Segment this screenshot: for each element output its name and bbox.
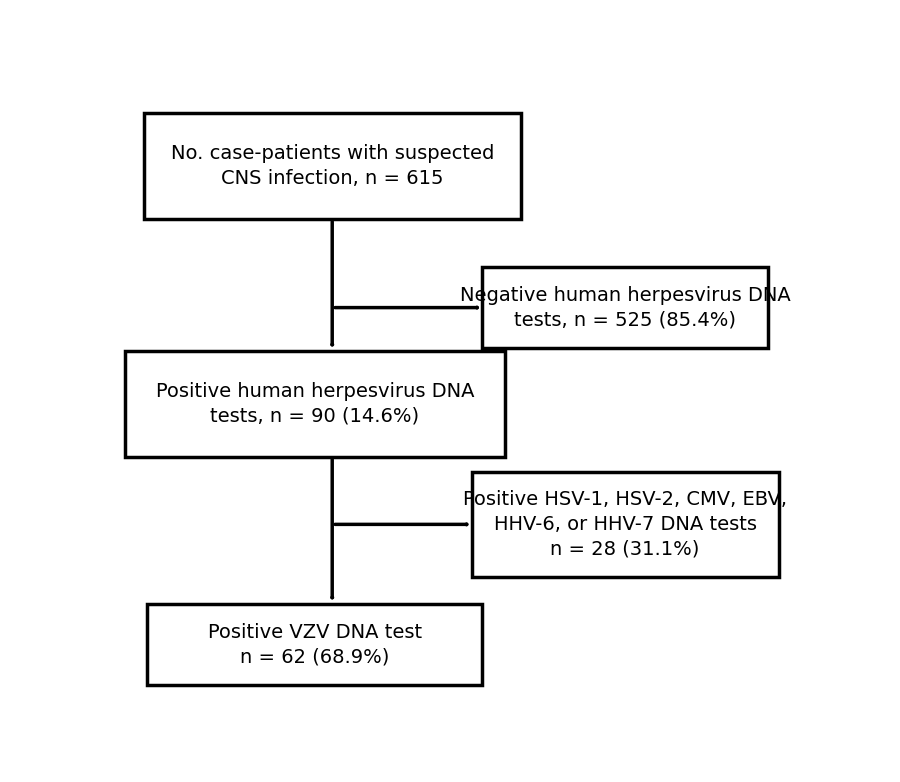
Text: No. case-patients with suspected
CNS infection, n = 615: No. case-patients with suspected CNS inf… <box>170 144 494 188</box>
Text: Positive human herpesvirus DNA
tests, n = 90 (14.6%): Positive human herpesvirus DNA tests, n … <box>156 382 474 426</box>
Text: Positive HSV-1, HSV-2, CMV, EBV,
HHV-6, or HHV-7 DNA tests
n = 28 (31.1%): Positive HSV-1, HSV-2, CMV, EBV, HHV-6, … <box>464 490 788 559</box>
FancyBboxPatch shape <box>125 351 505 457</box>
FancyBboxPatch shape <box>472 472 778 577</box>
FancyBboxPatch shape <box>482 267 768 348</box>
Text: Positive VZV DNA test
n = 62 (68.9%): Positive VZV DNA test n = 62 (68.9%) <box>208 622 422 667</box>
FancyBboxPatch shape <box>144 113 520 219</box>
FancyBboxPatch shape <box>148 604 482 686</box>
Text: Negative human herpesvirus DNA
tests, n = 525 (85.4%): Negative human herpesvirus DNA tests, n … <box>460 285 790 329</box>
